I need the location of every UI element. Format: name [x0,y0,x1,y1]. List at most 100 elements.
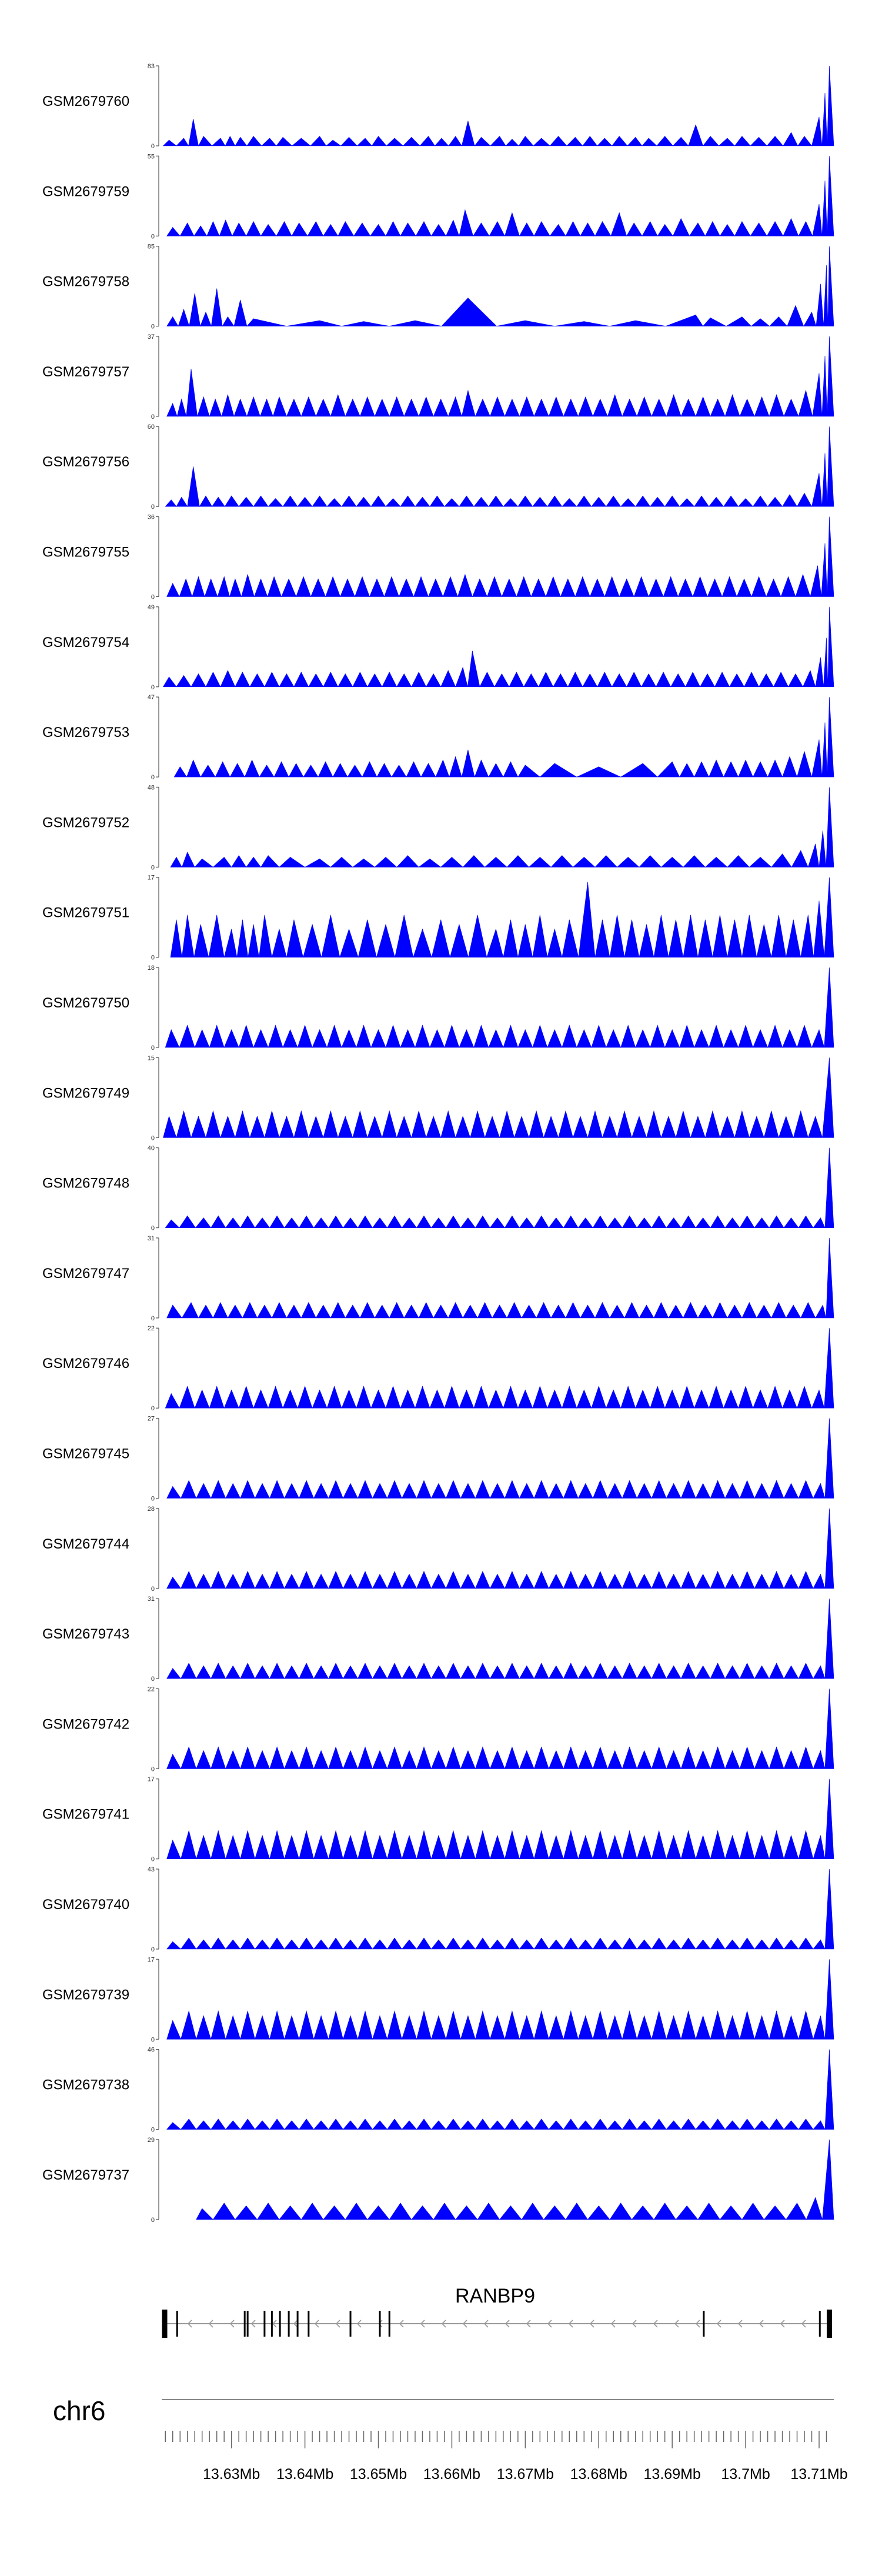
strand-arrow [441,2320,446,2328]
y-min-label: 0 [151,1676,155,1683]
strand-arrow [759,2320,764,2328]
track-label: GSM2679750 [42,995,129,1011]
coverage-area [170,877,834,958]
track-GSM2679751: GSM2679751 17 0 [42,875,834,962]
track-label: GSM2679744 [42,1536,129,1552]
y-max-label: 43 [148,1866,155,1873]
track-label: GSM2679756 [42,454,129,470]
track-label: GSM2679738 [42,2077,129,2093]
coverage-area [166,516,834,598]
coverage-area [162,606,834,688]
y-max-label: 17 [148,875,155,882]
gene-exon [279,2311,281,2337]
coverage-area [196,2139,834,2220]
y-min-label: 0 [151,774,155,781]
y-max-label: 47 [148,694,155,701]
track-label: GSM2679741 [42,1807,129,1823]
track-label: GSM2679759 [42,183,129,199]
y-min-label: 0 [151,1946,155,1953]
y-max-label: 48 [148,784,155,791]
gene-exon [308,2311,310,2337]
strand-arrow [610,2320,616,2328]
strand-arrow [356,2320,362,2328]
coverage-area [166,1508,834,1589]
y-min-label: 0 [151,1315,155,1322]
track-label: GSM2679746 [42,1356,129,1372]
track-label: GSM2679739 [42,1987,129,2003]
strand-arrow [716,2320,721,2328]
strand-arrow [737,2320,743,2328]
coverage-area [166,1418,834,1499]
gene-exon [288,2311,290,2337]
y-max-label: 46 [148,2047,155,2054]
chromosome-label: chr6 [53,2395,105,2426]
x-tick-label: 13.64Mb [276,2466,333,2482]
coverage-area [166,1868,834,1950]
y-max-label: 83 [148,63,155,70]
strand-arrow [780,2320,785,2328]
gene-exon [349,2311,352,2337]
gene-exon [176,2311,178,2337]
y-max-label: 40 [148,1145,155,1152]
y-min-label: 0 [151,1225,155,1232]
track-label: GSM2679751 [42,905,129,921]
y-max-label: 17 [148,1956,155,1963]
y-min-label: 0 [151,413,155,421]
gene-name-label: RANBP9 [455,2285,535,2307]
strand-arrow [187,2320,192,2328]
track-label: GSM2679742 [42,1716,129,1732]
strand-arrow [399,2320,404,2328]
gene-exon [270,2311,273,2337]
track-GSM2679759: GSM2679759 55 0 [42,153,834,240]
strand-arrow [272,2320,277,2328]
track-GSM2679739: GSM2679739 17 0 [42,1956,834,2043]
y-min-label: 0 [151,1766,155,1773]
y-max-label: 28 [148,1506,155,1513]
track-GSM2679741: GSM2679741 17 0 [42,1776,834,1863]
y-max-label: 22 [148,1325,155,1332]
y-max-label: 31 [148,1596,155,1603]
y-max-label: 17 [148,1776,155,1783]
strand-arrow [547,2320,552,2328]
coverage-tracks: GSM2679760830GSM2679759550GSM2679758850G… [42,63,834,2224]
y-max-label: 60 [148,423,155,431]
x-tick-label: 13.69Mb [644,2466,701,2482]
coverage-area [170,787,834,868]
gene-exon [818,2311,821,2337]
strand-arrow [653,2320,658,2328]
strand-arrow [462,2320,467,2328]
track-GSM2679745: GSM2679745 27 0 [42,1416,834,1503]
track-GSM2679757: GSM2679757 37 0 [42,333,834,421]
track-label: GSM2679737 [42,2167,129,2183]
track-label: GSM2679753 [42,725,129,740]
gene-exon [827,2310,833,2338]
coverage-area [166,1778,834,1860]
track-GSM2679743: GSM2679743 31 0 [42,1596,834,1683]
strand-arrow [632,2320,637,2328]
y-max-label: 37 [148,333,155,341]
track-GSM2679756: GSM2679756 60 0 [42,423,834,510]
track-label: GSM2679740 [42,1897,129,1913]
y-min-label: 0 [151,864,155,871]
strand-arrow [335,2320,340,2328]
track-label: GSM2679755 [42,545,129,560]
strand-arrow [695,2320,700,2328]
track-GSM2679753: GSM2679753 47 0 [42,694,834,781]
strand-arrow [420,2320,425,2328]
y-max-label: 36 [148,514,155,521]
track-GSM2679758: GSM2679758 85 0 [42,243,834,331]
y-min-label: 0 [151,684,155,691]
coverage-area [166,246,834,327]
track-label: GSM2679747 [42,1266,129,1282]
coverage-area [166,1689,834,1770]
x-tick-label: 13.66Mb [423,2466,480,2482]
strand-arrow [801,2320,806,2328]
x-tick-label: 13.68Mb [570,2466,627,2482]
y-min-label: 0 [151,2036,155,2043]
track-GSM2679754: GSM2679754 49 0 [42,604,834,691]
track-GSM2679748: GSM2679748 40 0 [42,1145,834,1232]
gene-exon [296,2311,299,2337]
track-GSM2679747: GSM2679747 31 0 [42,1235,834,1322]
